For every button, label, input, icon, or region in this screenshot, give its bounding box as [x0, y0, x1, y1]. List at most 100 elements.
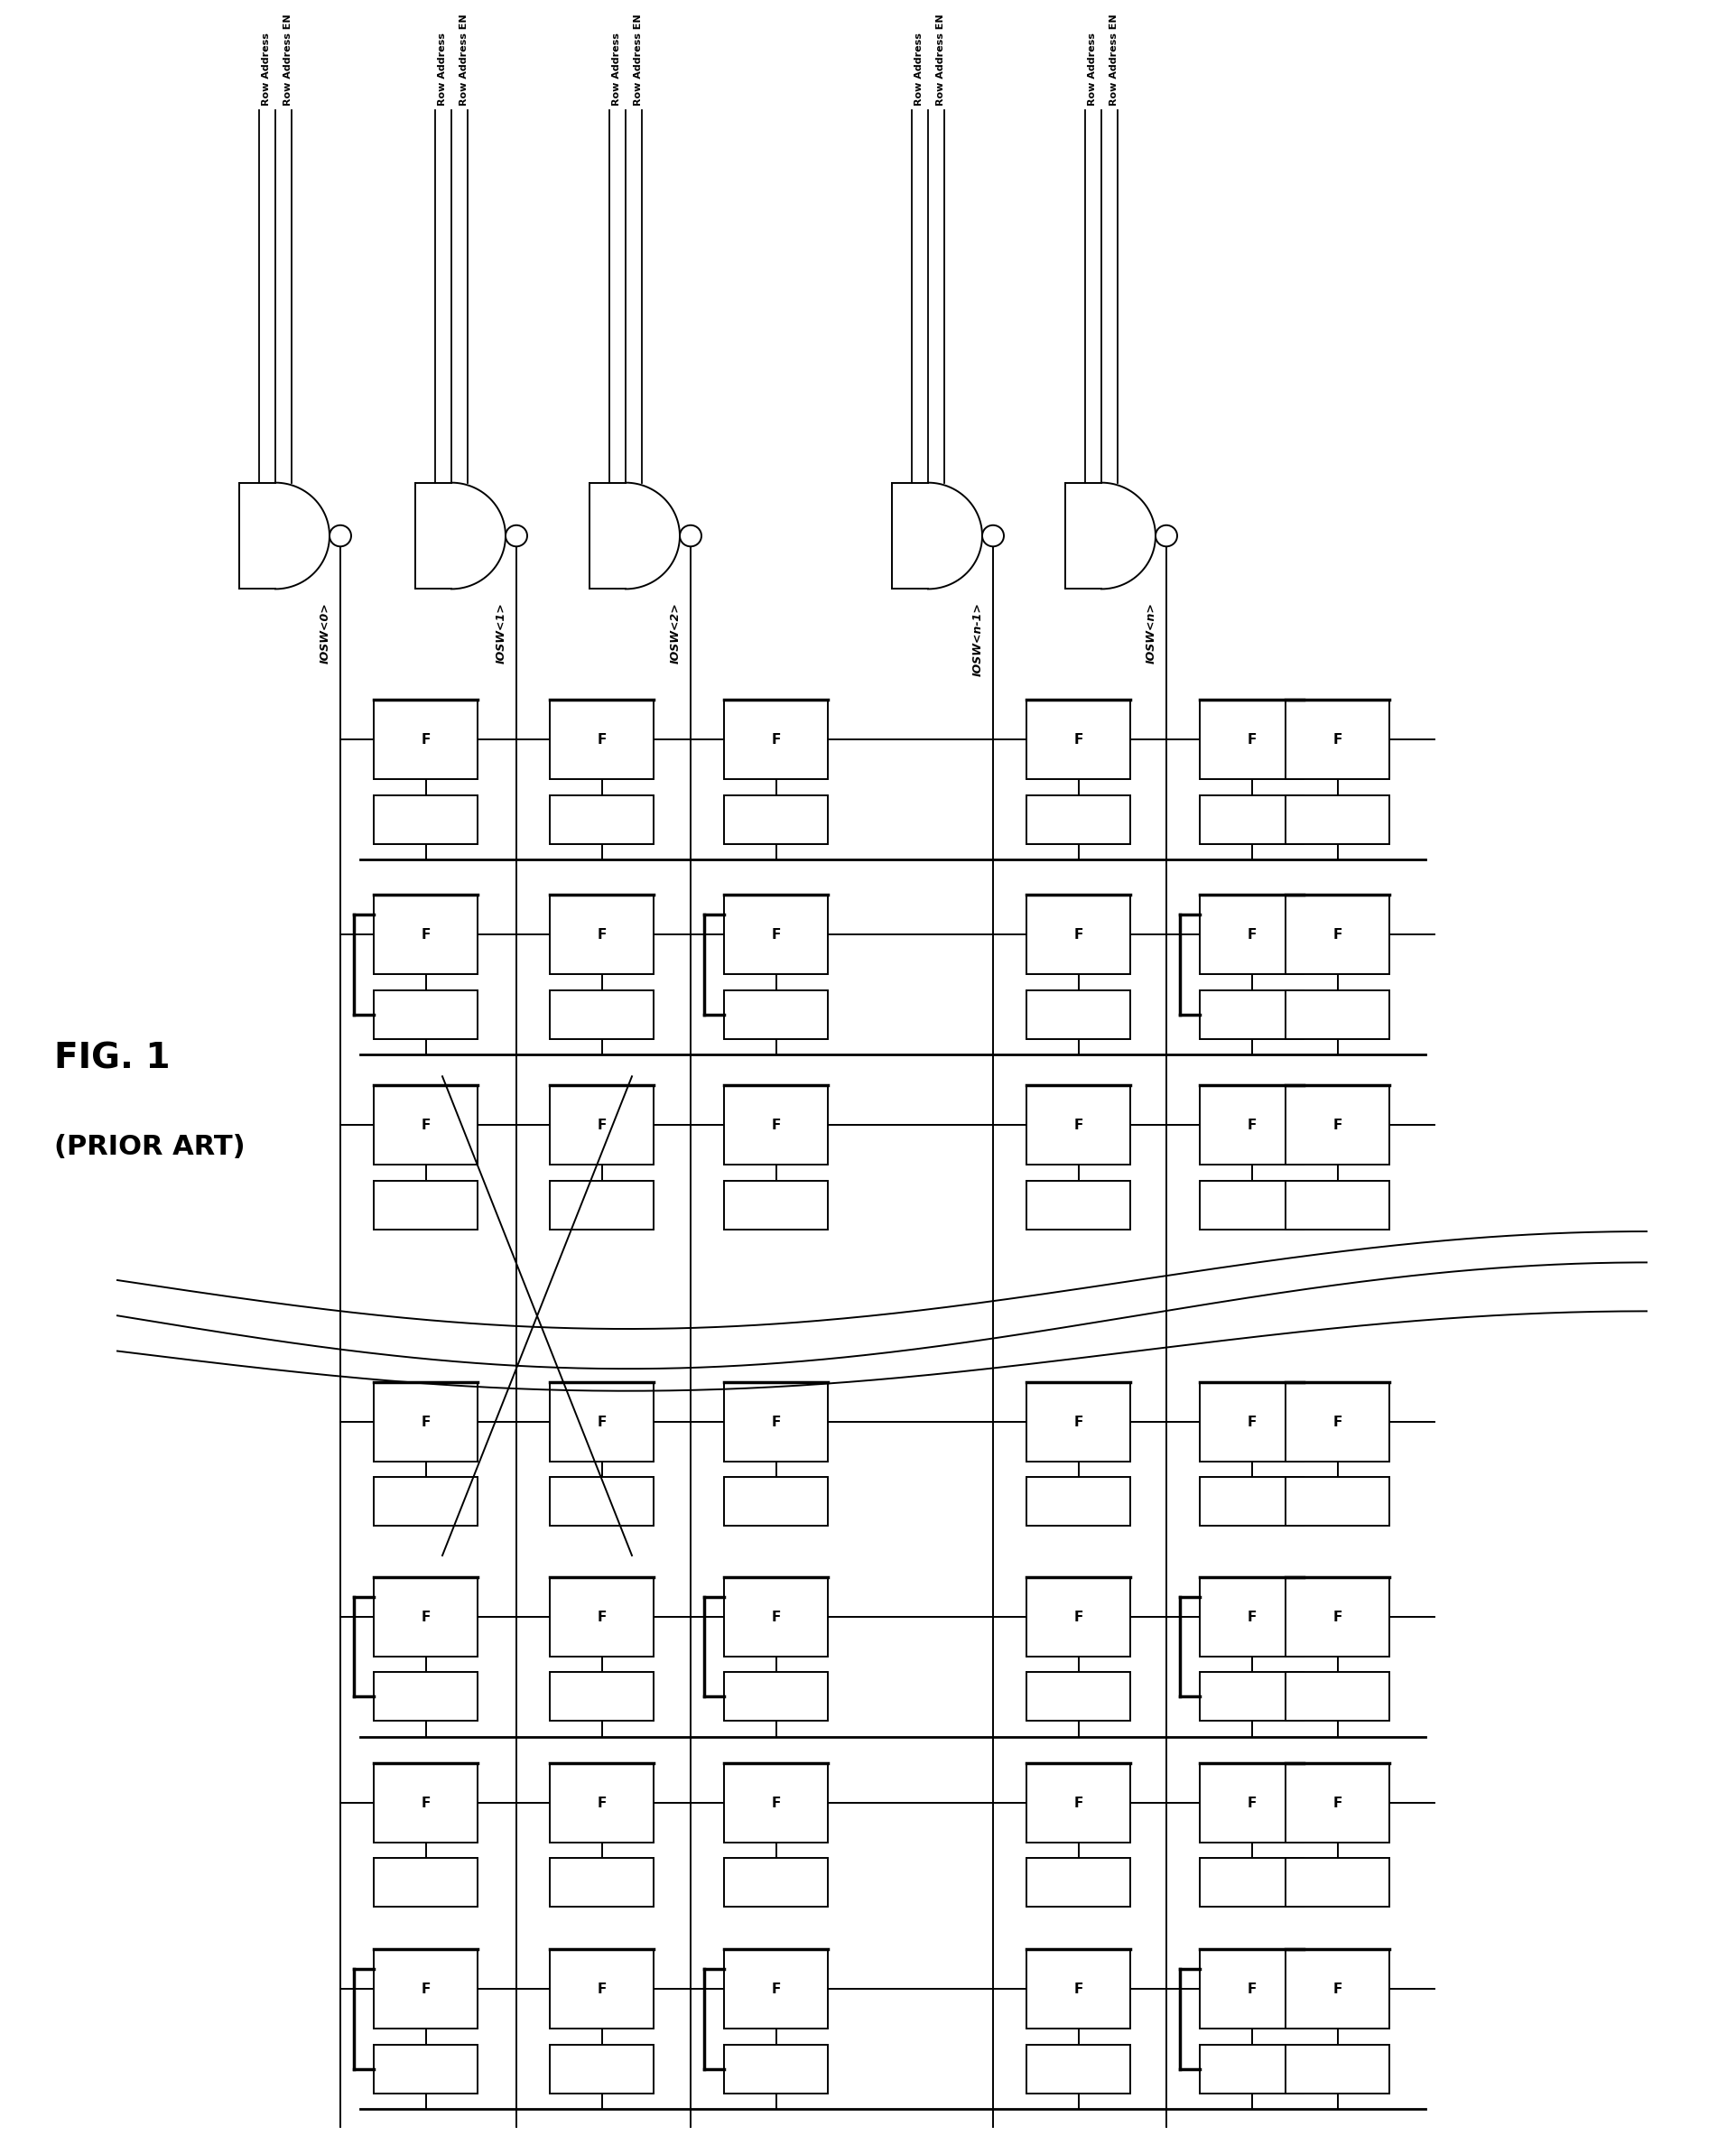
- Bar: [1026, 1085, 1130, 1165]
- Text: F: F: [1333, 734, 1342, 746]
- Bar: [550, 1085, 654, 1165]
- Text: F: F: [771, 1795, 781, 1810]
- Bar: [1026, 1180, 1130, 1229]
- Bar: [1285, 1950, 1389, 2029]
- Text: Row Address: Row Address: [262, 32, 271, 105]
- Bar: [550, 699, 654, 779]
- Bar: [724, 1085, 828, 1165]
- Bar: [1026, 2044, 1130, 2094]
- Text: Row Address EN: Row Address EN: [936, 15, 944, 105]
- Bar: [1026, 699, 1130, 779]
- Bar: [1026, 991, 1130, 1038]
- Bar: [373, 1950, 477, 2029]
- Text: F: F: [597, 1982, 606, 1995]
- Bar: [1200, 1950, 1304, 2029]
- Bar: [1026, 1577, 1130, 1656]
- Text: F: F: [1073, 929, 1083, 942]
- Text: Row Address: Row Address: [1087, 32, 1095, 105]
- Bar: [550, 894, 654, 974]
- Bar: [1285, 1180, 1389, 1229]
- Bar: [1285, 1478, 1389, 1525]
- Text: F: F: [422, 1795, 431, 1810]
- Text: F: F: [1073, 1416, 1083, 1429]
- Bar: [550, 991, 654, 1038]
- Bar: [1285, 1763, 1389, 1843]
- Bar: [1285, 2044, 1389, 2094]
- Text: F: F: [1073, 1611, 1083, 1624]
- Text: Row Address: Row Address: [611, 32, 621, 105]
- Bar: [373, 1180, 477, 1229]
- Text: F: F: [771, 1416, 781, 1429]
- Bar: [1285, 894, 1389, 974]
- Bar: [724, 1577, 828, 1656]
- Bar: [1285, 796, 1389, 843]
- Bar: [373, 991, 477, 1038]
- Bar: [373, 2044, 477, 2094]
- Bar: [1026, 1478, 1130, 1525]
- Circle shape: [505, 526, 528, 547]
- Bar: [373, 1478, 477, 1525]
- Bar: [550, 2044, 654, 2094]
- Text: F: F: [1246, 734, 1257, 746]
- Text: F: F: [597, 1118, 606, 1133]
- Bar: [1200, 2044, 1304, 2094]
- Text: F: F: [771, 929, 781, 942]
- Bar: [1200, 894, 1304, 974]
- Text: F: F: [597, 1611, 606, 1624]
- Text: F: F: [1333, 1118, 1342, 1133]
- Bar: [373, 796, 477, 843]
- Bar: [1285, 1577, 1389, 1656]
- Bar: [724, 2044, 828, 2094]
- Text: F: F: [422, 929, 431, 942]
- Bar: [724, 1763, 828, 1843]
- Text: IOSW<1>: IOSW<1>: [495, 603, 507, 663]
- Text: F: F: [597, 929, 606, 942]
- Bar: [550, 1577, 654, 1656]
- Bar: [1285, 1381, 1389, 1461]
- Text: Row Address EN: Row Address EN: [460, 15, 469, 105]
- Text: F: F: [1333, 1416, 1342, 1429]
- Text: F: F: [1246, 929, 1257, 942]
- Text: F: F: [422, 1416, 431, 1429]
- Bar: [1026, 894, 1130, 974]
- Text: FIG. 1: FIG. 1: [54, 1042, 170, 1077]
- Text: F: F: [771, 1982, 781, 1995]
- Bar: [724, 1673, 828, 1720]
- Bar: [1026, 1673, 1130, 1720]
- Bar: [724, 1381, 828, 1461]
- Bar: [373, 1673, 477, 1720]
- Bar: [1200, 1673, 1304, 1720]
- Text: F: F: [422, 1611, 431, 1624]
- Text: F: F: [1333, 1982, 1342, 1995]
- Bar: [1200, 1381, 1304, 1461]
- Bar: [1026, 1763, 1130, 1843]
- Text: F: F: [422, 734, 431, 746]
- Bar: [1200, 1478, 1304, 1525]
- Bar: [1285, 1858, 1389, 1907]
- Bar: [1200, 1085, 1304, 1165]
- Text: Row Address EN: Row Address EN: [1109, 15, 1118, 105]
- Bar: [724, 991, 828, 1038]
- Text: F: F: [1333, 929, 1342, 942]
- Text: IOSW<n-1>: IOSW<n-1>: [972, 603, 984, 676]
- Text: F: F: [1073, 734, 1083, 746]
- Bar: [1200, 1858, 1304, 1907]
- Bar: [373, 1858, 477, 1907]
- Bar: [724, 1180, 828, 1229]
- Text: F: F: [1246, 1118, 1257, 1133]
- Text: F: F: [1073, 1982, 1083, 1995]
- Text: (PRIOR ART): (PRIOR ART): [54, 1135, 245, 1160]
- Bar: [550, 796, 654, 843]
- Bar: [373, 1381, 477, 1461]
- Bar: [550, 1478, 654, 1525]
- Bar: [724, 1858, 828, 1907]
- Text: F: F: [597, 734, 606, 746]
- Text: F: F: [597, 1795, 606, 1810]
- Bar: [1026, 1858, 1130, 1907]
- Text: F: F: [771, 734, 781, 746]
- Text: Row Address EN: Row Address EN: [634, 15, 642, 105]
- Text: IOSW<n>: IOSW<n>: [1146, 603, 1156, 663]
- Bar: [1026, 796, 1130, 843]
- Bar: [1026, 1381, 1130, 1461]
- Bar: [550, 1763, 654, 1843]
